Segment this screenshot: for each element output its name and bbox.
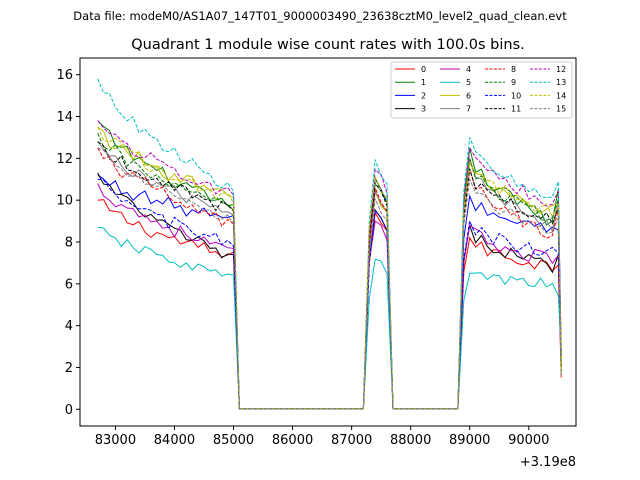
- series-line-8: [97, 147, 562, 410]
- x-tick-label: 85000: [213, 433, 254, 448]
- figure-suptitle: Data file: modeM0/AS1A07_147T01_90000034…: [73, 9, 567, 23]
- x-offset-label: +3.19e8: [520, 455, 576, 470]
- x-axis: 83000 84000 85000 86000 87000 88000 89000 90000: [95, 426, 549, 448]
- series-line-6: [97, 126, 562, 410]
- legend-label: 7: [466, 105, 471, 114]
- y-axis: 0 2 4 6 8 10 12 14 16: [56, 68, 80, 418]
- legend-label: 5: [466, 78, 471, 87]
- legend-entry-2[interactable]: 2: [395, 91, 426, 100]
- series-line-5: [97, 226, 562, 410]
- series-line-3: [97, 172, 562, 410]
- legend-label: 1: [421, 78, 426, 87]
- series-line-9: [97, 133, 562, 410]
- y-tick-label: 8: [65, 236, 73, 251]
- legend-entry-12[interactable]: 12: [530, 65, 566, 74]
- legend-label: 14: [556, 91, 566, 100]
- series-line-11: [97, 141, 562, 410]
- series-line-0: [97, 199, 562, 410]
- legend-label: 9: [511, 78, 516, 87]
- legend-entry-3[interactable]: 3: [395, 105, 426, 114]
- legend-entry-5[interactable]: 5: [440, 78, 471, 87]
- legend-entry-15[interactable]: 15: [530, 105, 566, 114]
- legend-label: 6: [466, 91, 471, 100]
- legend-entry-4[interactable]: 4: [440, 65, 471, 74]
- legend-label: 11: [511, 105, 521, 114]
- x-tick-label: 88000: [390, 433, 431, 448]
- x-tick-label: 86000: [272, 433, 313, 448]
- series-line-2: [97, 174, 562, 410]
- chart-title: Quadrant 1 module wise count rates with …: [131, 37, 525, 53]
- legend-label: 2: [421, 91, 426, 100]
- x-tick-label: 90000: [508, 433, 549, 448]
- y-tick-label: 2: [65, 361, 73, 376]
- legend-entry-6[interactable]: 6: [440, 91, 471, 100]
- legend-entry-11[interactable]: 11: [485, 105, 521, 114]
- series-layer: [97, 78, 562, 410]
- x-tick-label: 83000: [95, 433, 136, 448]
- legend-entry-1[interactable]: 1: [395, 78, 426, 87]
- legend-label: 0: [421, 65, 426, 74]
- legend-label: 4: [466, 65, 471, 74]
- legend-label: 8: [511, 65, 516, 74]
- y-tick-label: 10: [56, 194, 73, 209]
- y-tick-label: 14: [56, 110, 73, 125]
- series-line-15: [97, 147, 562, 410]
- legend-label: 12: [556, 65, 566, 74]
- x-tick-label: 89000: [449, 433, 490, 448]
- legend-label: 10: [511, 91, 521, 100]
- y-tick-label: 0: [65, 403, 73, 418]
- legend-entry-0[interactable]: 0: [395, 65, 426, 74]
- series-line-1: [97, 120, 562, 410]
- legend-entry-13[interactable]: 13: [530, 78, 566, 87]
- legend-entry-8[interactable]: 8: [485, 65, 516, 74]
- y-tick-label: 6: [65, 277, 73, 292]
- legend-box: [390, 61, 573, 119]
- legend-label: 13: [556, 78, 566, 87]
- y-tick-label: 12: [56, 152, 73, 167]
- y-tick-label: 4: [65, 319, 73, 334]
- legend-entry-9[interactable]: 9: [485, 78, 516, 87]
- series-line-12: [97, 120, 562, 410]
- series-line-4: [97, 183, 562, 410]
- legend-label: 3: [421, 105, 426, 114]
- series-line-7: [97, 141, 562, 410]
- legend-entry-10[interactable]: 10: [485, 91, 521, 100]
- legend-entry-14[interactable]: 14: [530, 91, 566, 100]
- x-tick-label: 87000: [331, 433, 372, 448]
- series-line-14: [97, 126, 562, 410]
- y-tick-label: 16: [56, 68, 73, 83]
- legend-label: 15: [556, 105, 566, 114]
- legend-entry-7[interactable]: 7: [440, 105, 471, 114]
- x-tick-label: 84000: [154, 433, 195, 448]
